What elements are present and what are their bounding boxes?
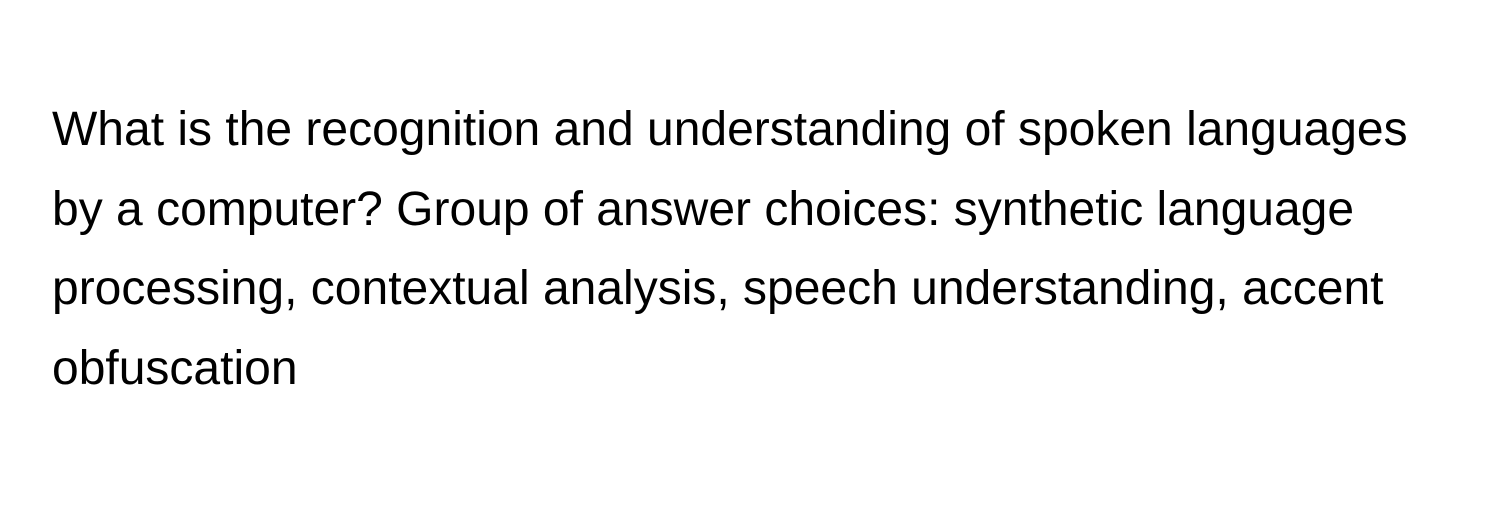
question-container: What is the recognition and understandin…	[0, 0, 1500, 409]
question-text: What is the recognition and understandin…	[52, 90, 1440, 409]
